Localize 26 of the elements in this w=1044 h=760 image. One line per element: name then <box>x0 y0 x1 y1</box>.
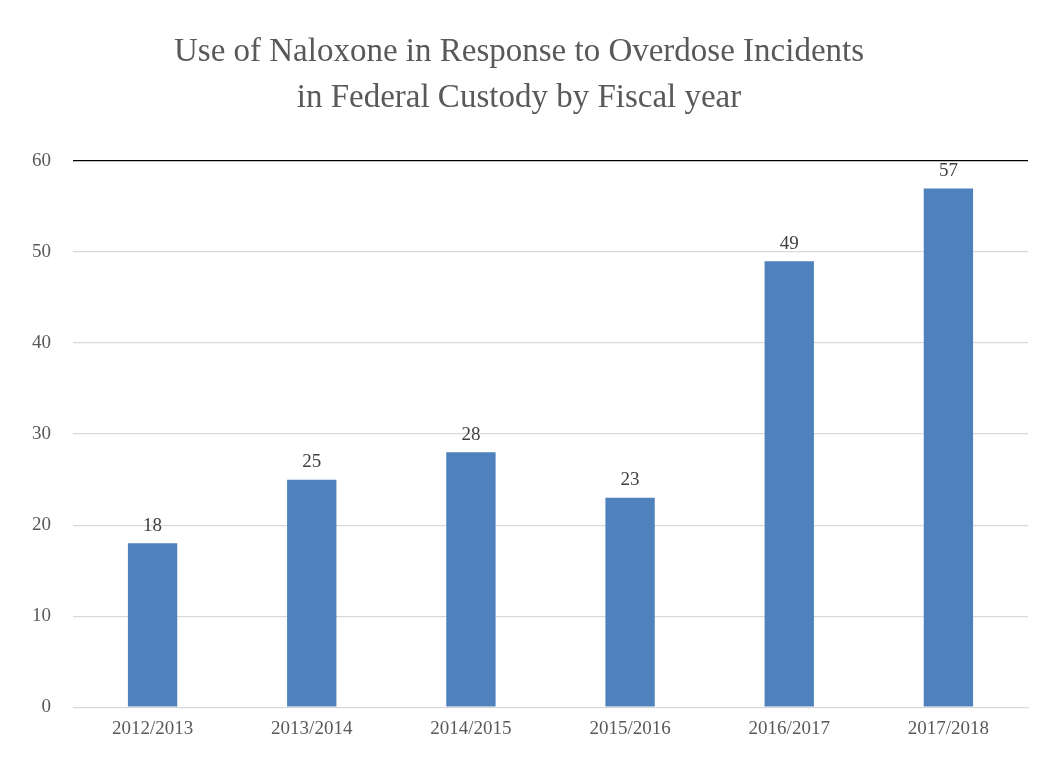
x-tick-label: 2017/2018 <box>907 716 990 738</box>
bar <box>764 261 814 707</box>
x-tick-label: 2014/2015 <box>430 716 512 738</box>
y-tick-label: 30 <box>32 422 51 444</box>
bar <box>605 497 655 707</box>
chart-title: Use of Naloxone in Response to Overdose Incidents in Federal Custody by Fiscal year <box>173 32 865 114</box>
data-label: 18 <box>143 513 163 535</box>
y-tick-label: 40 <box>32 331 51 353</box>
x-tick-label: 2016/2017 <box>748 716 830 738</box>
x-tick-label: 2012/2013 <box>111 716 194 738</box>
y-tick-label: 60 <box>32 149 51 171</box>
x-tick-label: 2015/2016 <box>589 716 671 738</box>
y-tick-label: 0 <box>41 695 51 717</box>
bar <box>287 479 337 707</box>
data-label: 25 <box>302 450 322 472</box>
y-tick-label: 20 <box>32 513 51 535</box>
y-tick-label: 50 <box>32 240 51 262</box>
bar <box>127 543 178 707</box>
data-label: 49 <box>779 231 799 253</box>
data-label: 57 <box>938 158 958 180</box>
x-tick-label: 2013/2014 <box>271 716 353 738</box>
data-label: 23 <box>620 468 640 490</box>
data-label: 28 <box>461 422 481 444</box>
bar <box>923 188 974 707</box>
y-tick-label: 10 <box>32 604 51 626</box>
bar <box>446 452 496 707</box>
